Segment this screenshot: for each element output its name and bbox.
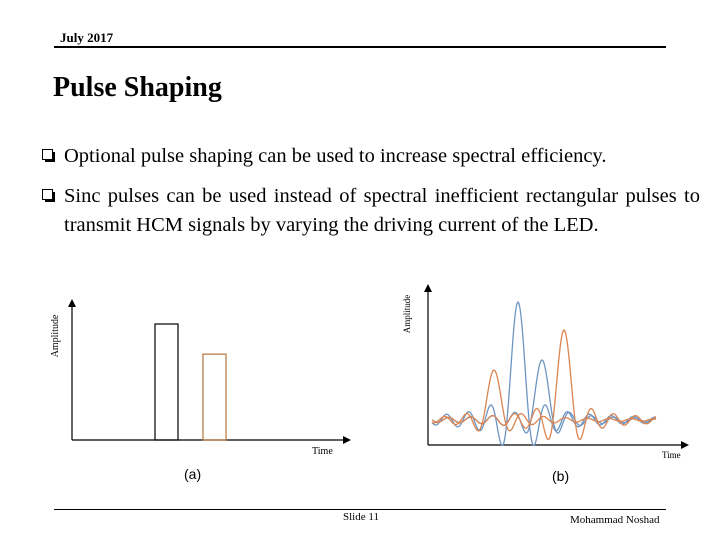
bullet-text: Sinc pulses can be used instead of spect…: [64, 185, 700, 236]
checkbox-bullet-icon: [42, 149, 55, 162]
y-axis-label: Amplitude: [402, 295, 412, 334]
slide-number: Slide 11: [343, 511, 379, 523]
bullet-text: Optional pulse shaping can be used to in…: [64, 145, 607, 167]
bullet-item: Optional pulse shaping can be used to in…: [42, 142, 700, 171]
x-axis-label: Time: [312, 446, 333, 457]
footer-divider: [54, 509, 666, 510]
x-axis-arrow: [343, 436, 351, 444]
rect-pulse-2: [202, 353, 227, 441]
figure-b-caption: (b): [552, 468, 570, 484]
x-axis-arrow: [681, 441, 689, 449]
sinc-curve-2: [431, 359, 657, 434]
sinc-curves: [431, 300, 657, 447]
header-date: July 2017: [60, 30, 114, 45]
x-axis-label: Time: [662, 450, 681, 460]
author-name: Mohammad Noshad: [570, 514, 660, 526]
figure-a-caption: (a): [184, 466, 202, 482]
header-divider: [54, 46, 666, 48]
y-axis-arrow: [68, 299, 76, 307]
checkbox-bullet-icon: [42, 189, 55, 202]
sinc-pulse-figure: Amplitude Time: [402, 284, 689, 460]
rect-pulse-1: [154, 323, 179, 441]
sinc-curve-3: [431, 328, 657, 441]
y-axis-arrow: [424, 284, 432, 292]
page-title: Pulse Shaping: [53, 72, 222, 103]
rectangular-pulse-figure: Amplitude Time: [50, 299, 351, 457]
y-axis-label: Amplitude: [50, 314, 61, 357]
bullet-item: Sinc pulses can be used instead of spect…: [42, 182, 700, 240]
sinc-curve-4: [431, 369, 657, 432]
